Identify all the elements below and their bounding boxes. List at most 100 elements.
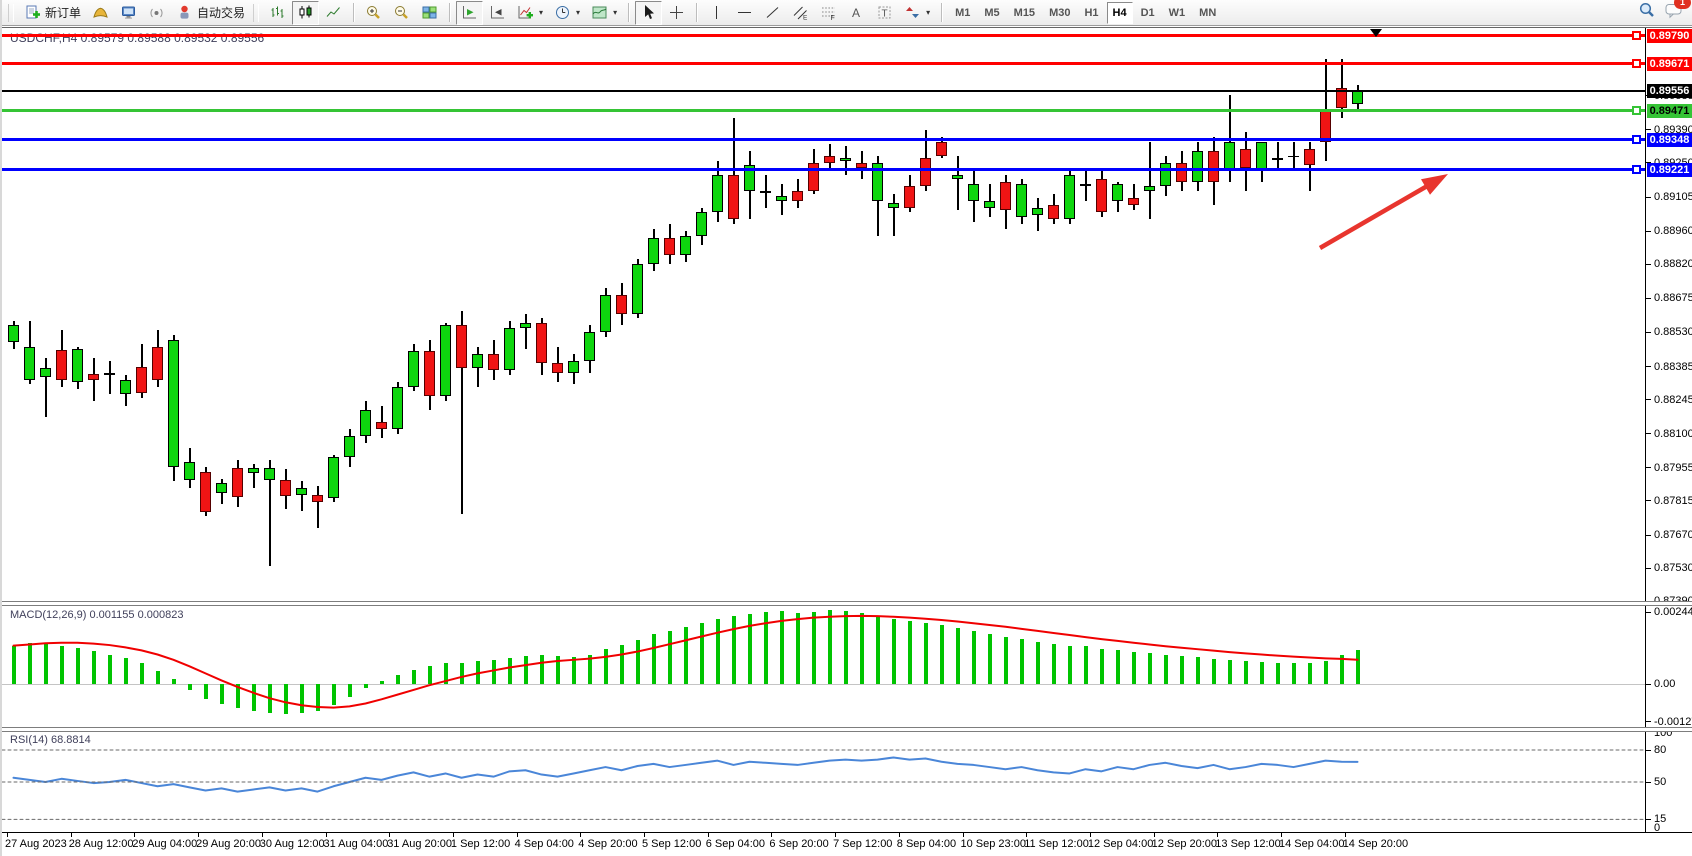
candle [648, 238, 659, 265]
red-arrow-annotation[interactable] [1318, 179, 1438, 250]
macd-histogram-bar [268, 684, 272, 713]
chart-shift-marker[interactable] [1370, 29, 1382, 37]
candle [792, 191, 803, 201]
timeframe-h1[interactable]: H1 [1084, 6, 1099, 19]
price-tick-label: 0.88385 [1654, 360, 1692, 373]
panel-separator[interactable] [2, 727, 1692, 732]
candle [1000, 181, 1011, 210]
autoscroll-button[interactable] [456, 0, 484, 25]
hline-handle[interactable] [1632, 59, 1641, 69]
zoom-out-icon [393, 4, 410, 21]
price-tick [1645, 230, 1651, 232]
panel-separator[interactable] [2, 601, 1692, 606]
indicators-button[interactable]: ▾ [512, 1, 548, 25]
candle-wick [461, 311, 463, 514]
notifications-button[interactable]: 1 [1664, 0, 1691, 24]
macd-histogram-bar [364, 684, 368, 688]
time-label: 12 Sep 04:00 [1087, 838, 1154, 850]
timeframe-m30[interactable]: M30 [1049, 6, 1071, 19]
candle [1048, 205, 1059, 220]
chart-candles-button[interactable] [292, 0, 320, 25]
cursor-button[interactable] [635, 0, 663, 25]
fibonacci-button[interactable]: F [815, 1, 842, 25]
macd-histogram-bar [876, 615, 880, 684]
price-level-label: 0.89348 [1647, 132, 1692, 147]
price-tick [1645, 129, 1651, 131]
autotrade-button[interactable]: 自动交易 [171, 1, 250, 25]
time-label: 4 Sep 04:00 [514, 838, 574, 850]
chart-bars-button[interactable] [264, 1, 291, 25]
horizontal-line-button[interactable] [731, 1, 758, 25]
trendline-button[interactable] [759, 1, 786, 25]
hline-0.89790[interactable] [2, 34, 1645, 38]
timeframe-h4[interactable]: H4 [1106, 1, 1133, 24]
price-axis [1645, 28, 1646, 832]
timeframe-m1[interactable]: M1 [955, 6, 971, 19]
macd-histogram-bar [636, 639, 640, 684]
candle [520, 323, 531, 328]
macd-histogram-bar [1196, 657, 1200, 684]
search-icon[interactable] [1638, 1, 1656, 24]
text-button[interactable]: A [843, 1, 870, 25]
hline-handle[interactable] [1632, 165, 1641, 175]
zoom-out-button[interactable] [388, 1, 415, 25]
hline-0.89348[interactable] [2, 138, 1645, 142]
macd-histogram-bar [60, 646, 64, 684]
candle [760, 191, 771, 193]
hline-0.89671[interactable] [2, 62, 1645, 66]
hline-0.89471[interactable] [2, 109, 1645, 113]
timeframe-d1[interactable]: D1 [1140, 6, 1155, 19]
macd-histogram-bar [796, 612, 800, 684]
hline-handle[interactable] [1632, 106, 1641, 116]
timeframe-m15[interactable]: M15 [1013, 6, 1036, 19]
candle [1192, 151, 1203, 182]
candle [1288, 155, 1299, 158]
candle-wick [301, 480, 303, 512]
hline-handle[interactable] [1632, 135, 1641, 145]
timeframe-m5[interactable]: M5 [984, 6, 1000, 19]
hline-handle[interactable] [1632, 31, 1641, 41]
timeframe-mn[interactable]: MN [1199, 6, 1217, 19]
candle [552, 363, 563, 373]
macd-histogram-bar [524, 655, 528, 684]
candle [1064, 174, 1075, 220]
chart-line-button[interactable] [320, 1, 347, 25]
arrows-button[interactable]: ▾ [899, 1, 935, 25]
templates-button[interactable]: ▾ [586, 1, 622, 25]
chart-shift-button[interactable] [484, 1, 511, 25]
macd-histogram-bar [1084, 646, 1088, 684]
zoom-in-button[interactable] [360, 1, 387, 25]
time-label: 29 Aug 20:00 [196, 838, 261, 850]
candle [280, 479, 291, 497]
new-order-button[interactable]: 新订单 [19, 1, 86, 25]
macd-histogram-bar [572, 656, 576, 684]
hline-0.89221[interactable] [2, 168, 1645, 172]
time-tick [1281, 833, 1282, 837]
price-tick-label: 0.87670 [1654, 529, 1692, 542]
macd-zero-line [2, 684, 1645, 685]
clock-icon [554, 4, 571, 21]
zoom-in-icon [365, 4, 382, 21]
signals-button[interactable] [143, 1, 170, 25]
macd-histogram-bar [604, 649, 608, 684]
vertical-line-button[interactable] [703, 1, 730, 25]
price-chart-canvas[interactable]: USDCHF,H4 0.89579 0.89588 0.89532 0.8955… [2, 27, 1692, 856]
macd-histogram-bar [1340, 655, 1344, 684]
candle [1144, 186, 1155, 192]
mql-community-button[interactable] [87, 1, 114, 25]
channel-button[interactable]: E [787, 1, 814, 25]
candle [40, 367, 51, 378]
metaeditor-button[interactable] [115, 1, 142, 25]
timeframe-group: M1 M5 M15 M30 H1 H4 D1 W1 MN [948, 1, 1223, 24]
periods-button[interactable]: ▾ [549, 1, 585, 25]
hline-0.89556[interactable] [2, 89, 1645, 92]
tile-windows-button[interactable] [416, 1, 443, 25]
indicators-icon [517, 4, 534, 21]
candle [216, 483, 227, 493]
crosshair-button[interactable] [663, 1, 690, 25]
autotrade-icon [176, 4, 193, 21]
text-label-button[interactable]: T [871, 1, 898, 25]
crosshair-icon [668, 4, 685, 21]
time-label: 6 Sep 20:00 [769, 838, 829, 850]
timeframe-w1[interactable]: W1 [1168, 6, 1186, 19]
